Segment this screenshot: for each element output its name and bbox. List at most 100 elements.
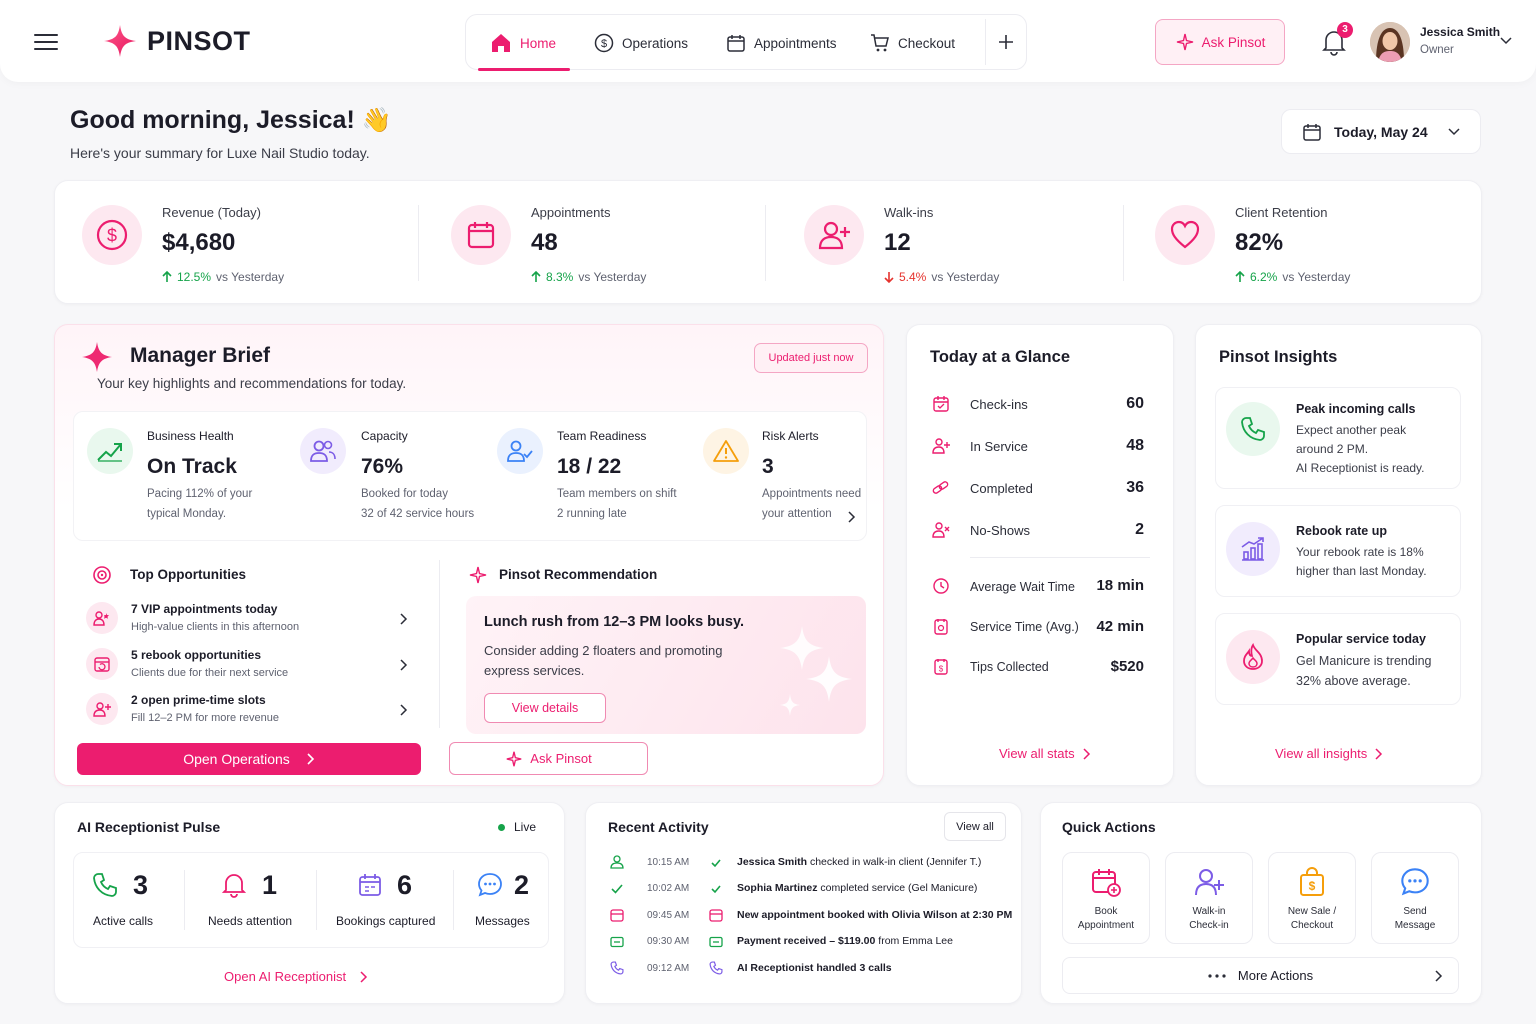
chevron-right-icon (1083, 747, 1090, 760)
greeting-subtitle: Here's your summary for Luxe Nail Studio… (70, 145, 370, 161)
stat-appointments-value: 48 (531, 229, 558, 256)
book-appointment-line2: Appointment (1077, 920, 1135, 931)
message-bubble-icon (478, 873, 502, 897)
recommendation-heading: Lunch rush from 12–3 PM looks busy. (484, 614, 744, 630)
pulse-active-calls-label: Active calls (93, 914, 154, 928)
new-sale-line2: Checkout (1290, 920, 1334, 931)
sparkles-decoration-icon (780, 626, 852, 716)
opportunity-title: 2 open prime-time slots (131, 693, 266, 707)
calendar-icon (709, 909, 723, 922)
view-all-stats-link[interactable]: View all stats (999, 746, 1091, 761)
rebook-icon (86, 648, 118, 680)
book-appointment-button[interactable]: Book Appointment (1062, 852, 1150, 944)
opportunity-item[interactable]: 5 rebook opportunities Clients due for t… (86, 646, 416, 684)
insight-line: Expect another peak (1296, 423, 1407, 437)
risk-alerts-chevron-icon[interactable] (848, 511, 856, 523)
nav-add-button[interactable] (985, 19, 1025, 65)
completed-link-icon (932, 481, 949, 494)
activity-text: Payment received – $119.00 from Emma Lee (737, 935, 953, 947)
retention-icon (1155, 205, 1215, 265)
insights-title: Pinsot Insights (1219, 348, 1338, 366)
view-all-activity-button[interactable]: View all (944, 812, 1006, 841)
glance-wait-value: 18 min (1096, 577, 1144, 594)
opportunity-item[interactable]: 7 VIP appointments today High-value clie… (86, 600, 416, 638)
activity-time: 09:45 AM (647, 910, 690, 921)
top-opportunities-title: Top Opportunities (130, 567, 246, 582)
glance-completed-label: Completed (970, 481, 1033, 496)
stat-divider (418, 205, 419, 281)
avatar[interactable] (1370, 22, 1410, 62)
flame-icon (1226, 630, 1280, 684)
stat-divider (1123, 205, 1124, 281)
date-picker[interactable]: Today, May 24 (1281, 109, 1481, 154)
nav-operations[interactable]: $ Operations (594, 15, 688, 71)
greeting-text: Good morning, Jessica! (70, 106, 355, 134)
svg-text:$: $ (939, 665, 944, 674)
stat-appointments-label: Appointments (531, 205, 611, 220)
calendar-icon (1303, 123, 1321, 141)
risk-alerts-line2[interactable]: your attention (762, 508, 832, 520)
view-all-insights-link[interactable]: View all insights (1275, 746, 1383, 761)
ask-pinsot-button[interactable]: Ask Pinsot (1155, 19, 1285, 65)
insight-item[interactable]: Popular service today Gel Manicure is tr… (1215, 613, 1461, 705)
insight-item[interactable]: Rebook rate up Your rebook rate is 18% h… (1215, 505, 1461, 597)
ask-pinsot-label: Ask Pinsot (1201, 34, 1266, 50)
user-menu-chevron-icon[interactable] (1500, 37, 1512, 45)
stat-retention-delta-suffix: vs Yesterday (1282, 270, 1351, 284)
notification-count-badge: 3 (1337, 22, 1353, 38)
glance-checkins-value: 60 (1126, 395, 1144, 412)
capacity-label: Capacity (361, 429, 408, 443)
alert-bell-icon (222, 874, 246, 898)
quick-actions-title: Quick Actions (1062, 819, 1156, 835)
chevron-right-icon (400, 704, 408, 716)
phone-icon (610, 961, 624, 975)
insight-line: around 2 PM. (1296, 442, 1369, 456)
open-ai-receptionist-link[interactable]: Open AI Receptionist (224, 969, 368, 984)
booking-calendar-icon (359, 874, 381, 896)
stat-walkins-value: 12 (884, 229, 911, 256)
view-details-button[interactable]: View details (484, 693, 606, 723)
chevron-right-icon (400, 613, 408, 625)
nav-checkout[interactable]: Checkout (870, 15, 955, 71)
risk-alerts-label: Risk Alerts (762, 429, 819, 443)
stat-revenue-value: $4,680 (162, 229, 236, 256)
team-readiness-label: Team Readiness (557, 429, 647, 443)
insight-line: Your rebook rate is 18% (1296, 545, 1424, 559)
activity-text-bold: Jessica Smith (737, 856, 808, 868)
more-actions-button[interactable]: More Actions (1062, 957, 1459, 994)
brief-divider (439, 560, 440, 728)
insight-item[interactable]: Peak incoming calls Expect another peak … (1215, 387, 1461, 489)
live-indicator: Live (498, 820, 536, 834)
stat-retention-delta: 6.2% vs Yesterday (1235, 270, 1350, 284)
bar-chart-up-icon (1226, 522, 1280, 576)
dollar-circle-icon: $ (594, 33, 614, 53)
send-message-button[interactable]: Send Message (1371, 852, 1459, 944)
new-sale-checkout-button[interactable]: $ New Sale / Checkout (1268, 852, 1356, 944)
notification-bell[interactable]: 3 (1322, 22, 1353, 56)
pulse-divider (184, 870, 185, 930)
open-operations-button[interactable]: Open Operations (77, 743, 421, 775)
opportunity-item[interactable]: 2 open prime-time slots Fill 12–2 PM for… (86, 691, 416, 729)
today-glance-card (906, 324, 1174, 786)
glance-tips-value: $520 (1110, 658, 1144, 675)
no-show-user-icon (932, 522, 950, 538)
glance-service-value: 42 min (1096, 618, 1144, 635)
ask-pinsot-secondary-button[interactable]: Ask Pinsot (449, 742, 648, 775)
capacity-line1: Booked for today (361, 488, 448, 500)
activity-text-bold: New appointment booked with Olivia Wilso… (737, 909, 1013, 921)
view-all-stats-label: View all stats (999, 746, 1075, 761)
nav-home[interactable]: Home (477, 15, 571, 71)
glance-inservice-label: In Service (970, 439, 1028, 454)
trend-up-icon (87, 428, 133, 474)
activity-title: Recent Activity (608, 819, 709, 835)
warning-icon (703, 428, 749, 474)
nav-appointments[interactable]: Appointments (726, 15, 837, 71)
svg-text:$: $ (107, 226, 117, 246)
user-plus-icon (1195, 869, 1224, 896)
walk-in-checkin-button[interactable]: Walk-in Check-in (1165, 852, 1253, 944)
date-label: Today, May 24 (1334, 123, 1428, 140)
business-health-line1: Pacing 112% of your (147, 488, 253, 500)
pulse-divider (453, 870, 454, 930)
live-dot (498, 823, 505, 831)
menu-icon[interactable] (34, 32, 58, 52)
